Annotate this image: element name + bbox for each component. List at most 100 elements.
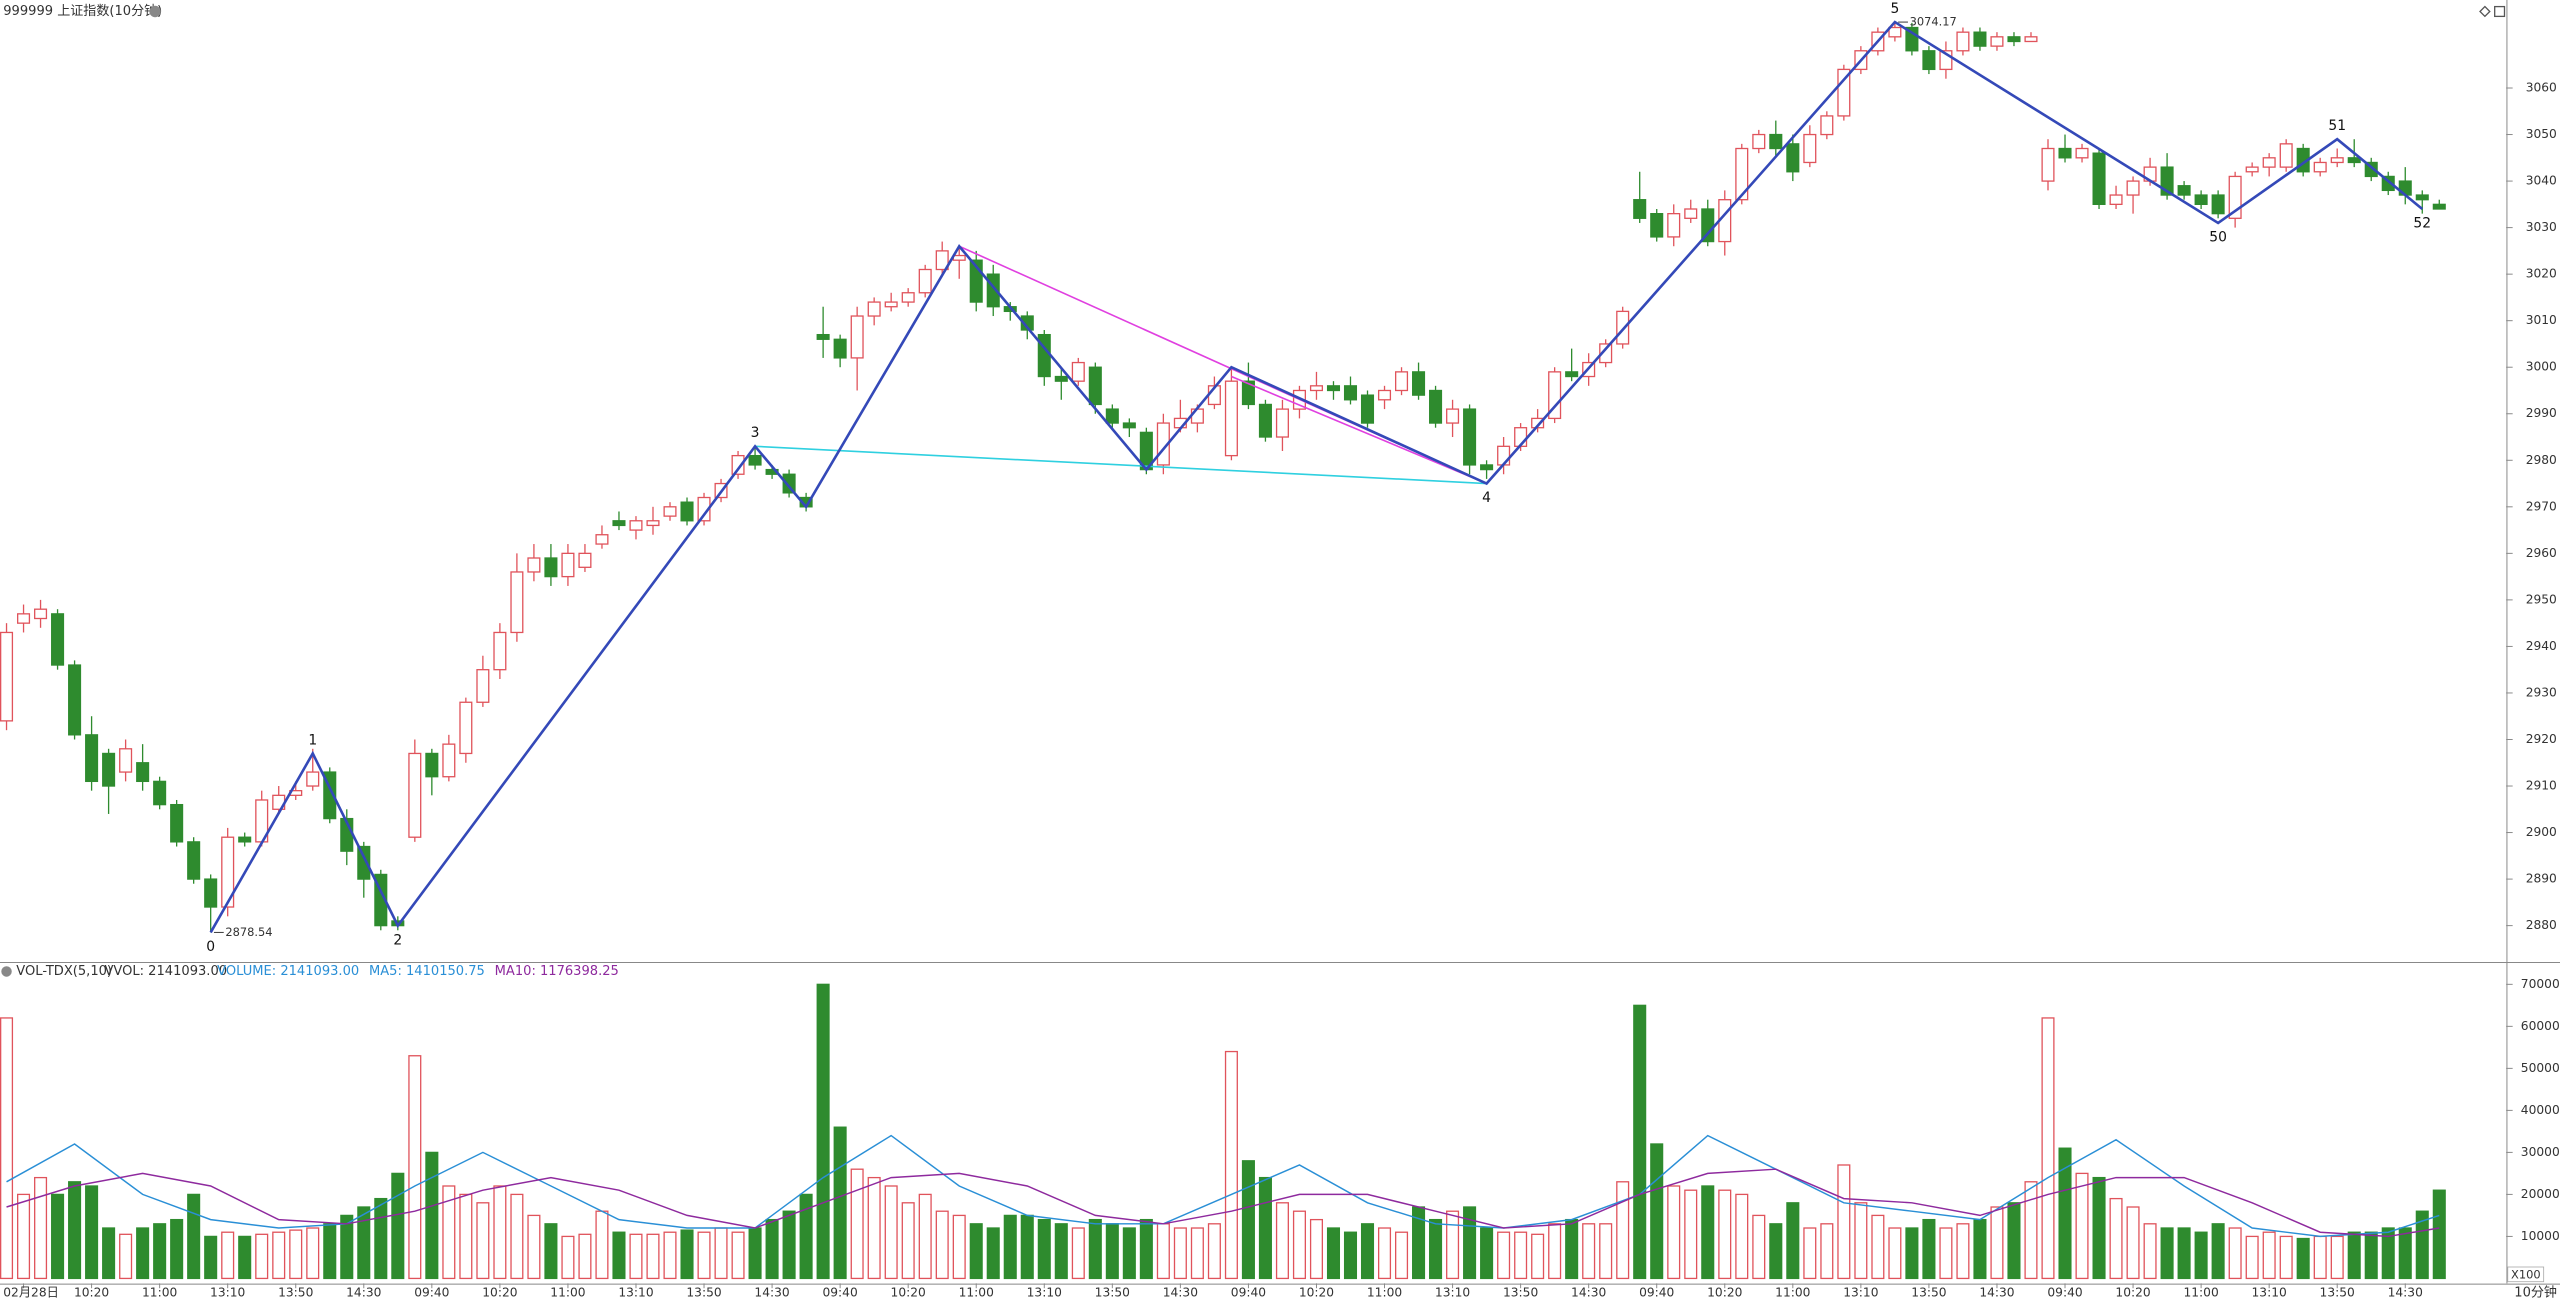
volume-bar [918, 1193, 932, 1280]
volume-bar [1190, 1227, 1204, 1280]
volume-bar [1786, 1202, 1800, 1280]
volume-bar [680, 1229, 694, 1280]
volume-bar [34, 1176, 48, 1280]
volume-bar [51, 1193, 65, 1280]
candle-body [238, 836, 252, 843]
volume-bar [2381, 1227, 2395, 1280]
volume-bar [1105, 1223, 1119, 1280]
candle-body [1939, 50, 1953, 71]
volume-bar [1718, 1189, 1732, 1280]
x-tick-label: 09:40 [822, 1286, 857, 1300]
candle-body [1326, 385, 1341, 392]
candle-body [153, 780, 167, 806]
y-tick-label: 2960 [2526, 546, 2557, 560]
volume-bar [833, 1126, 847, 1280]
settings-icon[interactable] [149, 5, 161, 18]
ma-line [6, 1168, 2440, 1238]
volume-bar [1854, 1202, 1868, 1280]
volume-bar [476, 1202, 490, 1280]
candle-body [850, 315, 864, 359]
volume-bar [204, 1235, 218, 1280]
candle-body [204, 878, 218, 908]
volume-bar [289, 1229, 303, 1280]
x-tick-label: 11:00 [2183, 1286, 2218, 1300]
volume-bar [1258, 1176, 1272, 1280]
volume-bar [1360, 1223, 1375, 1280]
volume-bar [1054, 1223, 1068, 1280]
volume-bar [646, 1233, 660, 1280]
volume-bar [1633, 1004, 1647, 1280]
volume-bar [2228, 1227, 2242, 1280]
y-tick-label: 2920 [2526, 732, 2557, 746]
candle-body [1360, 394, 1375, 424]
volume-bar [1565, 1218, 1579, 1280]
y-tick-label: 40000 [2521, 1103, 2560, 1117]
candle-body [2126, 180, 2140, 196]
x-tick-label: 14:30 [1979, 1286, 2014, 1300]
volume-bar [102, 1227, 116, 1280]
volume-bar [1684, 1189, 1698, 1280]
volume-bar [969, 1223, 983, 1280]
volume-bar [1446, 1210, 1460, 1280]
volume-vvol: VVOL: 2141093.00 [104, 964, 227, 979]
candle-body [595, 534, 609, 545]
candle-body [17, 613, 31, 624]
x-tick-label: 13:10 [1843, 1286, 1878, 1300]
volume-bar [391, 1172, 405, 1280]
candle-body [1837, 68, 1851, 117]
settings-icon[interactable] [1, 966, 12, 977]
candle-body [1105, 408, 1119, 424]
candle-body [2194, 194, 2208, 205]
volume-bar [221, 1231, 235, 1280]
candle-body [578, 552, 592, 568]
volume-bar [68, 1181, 82, 1280]
candle-body [2364, 161, 2378, 178]
candle-body [1497, 445, 1511, 466]
trendline [755, 445, 1487, 485]
extreme-label: 2878.54 [225, 925, 272, 939]
volume-bar [1463, 1206, 1477, 1280]
volume-title: VOL-TDX(5,10) [16, 964, 112, 979]
volume-bar [1003, 1214, 1017, 1280]
volume-bar [2364, 1231, 2378, 1280]
candle-body [357, 845, 371, 880]
y-tick-label: 2910 [2526, 779, 2557, 793]
candle-body [1769, 133, 1783, 150]
volume-bar [1837, 1164, 1851, 1280]
candle-body [1054, 375, 1068, 382]
legend-entry: MA5: 1410150.75 [369, 964, 485, 979]
x-tick-label: 11:00 [959, 1286, 994, 1300]
y-tick-label: 3000 [2526, 360, 2557, 374]
candle-body [2041, 147, 2055, 182]
candle-body [221, 836, 235, 908]
volume-bar [136, 1227, 150, 1280]
volume-bar [1769, 1223, 1783, 1280]
y-tick-label: 70000 [2521, 977, 2560, 991]
volume-bar [527, 1214, 541, 1280]
volume-bar [799, 1193, 813, 1280]
volume-bar [2313, 1235, 2327, 1280]
candle-body [1020, 315, 1034, 331]
candle-body [1480, 464, 1494, 471]
x-tick-label: 09:40 [2047, 1286, 2082, 1300]
volume-bar [1037, 1218, 1051, 1280]
window-icon[interactable] [2494, 5, 2506, 18]
candle-body [0, 631, 14, 722]
volume-bar [510, 1193, 524, 1280]
chart-title: 999999 上证指数(10分钟) [3, 3, 162, 19]
candle-body [1463, 408, 1477, 466]
volume-bar [425, 1151, 439, 1280]
x-tick-label: 13:10 [1027, 1286, 1062, 1300]
candle-body [1412, 371, 1426, 396]
window-icon[interactable] [2479, 5, 2491, 18]
volume-bar [1241, 1160, 1255, 1280]
volume-bar [1377, 1227, 1392, 1280]
wave-line [209, 20, 2424, 934]
volume-bar [782, 1210, 796, 1280]
candle-body [136, 762, 150, 783]
volume-bar [2024, 1181, 2038, 1280]
candle-body [187, 841, 201, 880]
x-tick-label: 13:10 [1435, 1286, 1470, 1300]
x-tick-label: 10:20 [1707, 1286, 1742, 1300]
